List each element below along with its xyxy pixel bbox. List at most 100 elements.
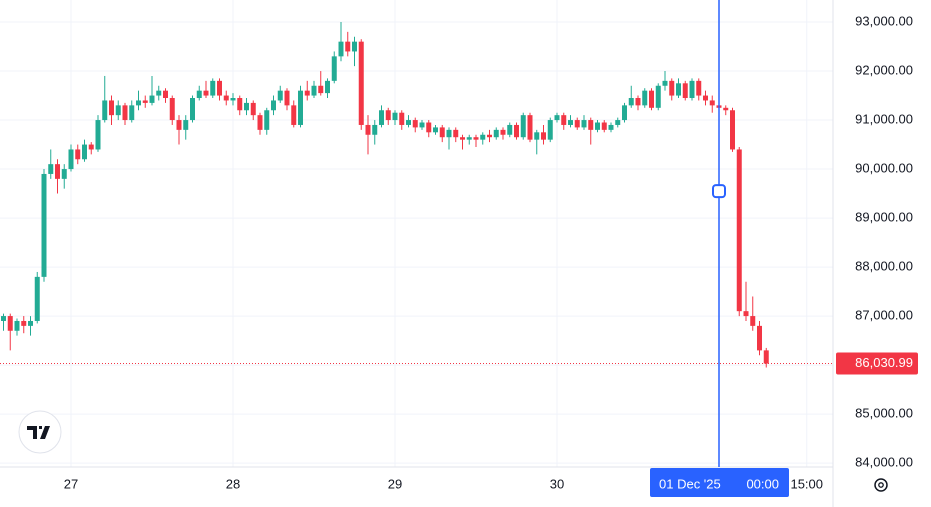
candle-body <box>331 56 337 81</box>
candle-body <box>588 120 594 130</box>
last-price-label: 86,030.99 <box>855 355 913 370</box>
candle-body <box>736 149 742 312</box>
logo-mark <box>27 426 50 439</box>
settings-button[interactable] <box>874 478 888 492</box>
candle-body <box>419 122 425 128</box>
candle-body <box>244 102 249 111</box>
candle-body <box>264 110 270 130</box>
candle-body <box>163 90 168 99</box>
candle-body <box>345 41 351 52</box>
candle-body <box>480 134 486 140</box>
gear-center <box>878 482 884 488</box>
candle-body <box>21 320 27 326</box>
candle-body <box>291 105 297 125</box>
y-tick-label: 89,000.00 <box>855 210 913 225</box>
candle-body <box>142 100 148 103</box>
last-price-box <box>836 352 918 375</box>
tv-logo[interactable] <box>18 410 62 454</box>
candle-body <box>743 311 749 317</box>
candle-body <box>622 105 627 121</box>
candle-body <box>318 85 324 94</box>
candle-body <box>68 149 74 170</box>
candle-body <box>385 110 391 121</box>
candle-body <box>547 120 553 140</box>
candle-body <box>372 124 378 135</box>
candle-body <box>271 100 276 111</box>
candle-body <box>466 137 472 140</box>
candle-body <box>649 90 654 108</box>
candle-body <box>210 80 216 96</box>
candle-body <box>41 173 47 277</box>
candle-body <box>507 124 513 135</box>
candle-body <box>669 80 675 96</box>
candle-body <box>169 98 175 121</box>
candle-body <box>446 129 452 138</box>
candle-body <box>709 100 715 106</box>
y-tick-label: 87,000.00 <box>855 308 913 323</box>
candle-body <box>574 120 580 128</box>
candle-body <box>257 115 263 130</box>
candle-body <box>176 120 182 130</box>
x-tick-label: 28 <box>226 476 240 491</box>
candle-body <box>365 124 371 135</box>
crosshair-x-box <box>650 468 789 497</box>
candles <box>1 22 769 368</box>
candle-body <box>561 115 567 125</box>
y-tick-label: 84,000.00 <box>855 455 913 470</box>
candle-body <box>655 85 661 108</box>
candle-body <box>392 112 398 121</box>
candle-body <box>88 144 94 150</box>
candle-body <box>514 124 519 138</box>
logo-circle <box>18 410 62 454</box>
candle-body <box>55 164 60 179</box>
candle-body <box>82 144 87 160</box>
crosshair-handle <box>712 184 726 199</box>
candle-body <box>406 120 411 125</box>
candle-body <box>439 127 445 138</box>
candle-body <box>399 112 405 125</box>
candle-body <box>723 107 729 111</box>
candle-body <box>696 80 702 96</box>
candle-body <box>203 90 209 96</box>
candle-body <box>379 110 384 125</box>
candle-body <box>520 115 526 138</box>
y-tick-label: 91,000.00 <box>855 111 913 126</box>
candle-body <box>642 90 648 106</box>
candle-body <box>608 124 614 130</box>
candle-body <box>122 105 128 121</box>
candle-body <box>284 90 290 106</box>
candle-body <box>662 80 668 86</box>
y-tick-label: 90,000.00 <box>855 160 913 175</box>
candle-body <box>763 350 769 364</box>
candle-body <box>298 90 303 125</box>
y-tick-label: 88,000.00 <box>855 259 913 274</box>
candle-body <box>75 149 81 160</box>
candle-body <box>676 83 681 96</box>
candle-body <box>682 83 688 99</box>
gear <box>874 478 888 492</box>
candle-body <box>581 120 587 128</box>
candle-body <box>325 80 330 94</box>
x-tick-label: 30 <box>550 476 564 491</box>
candle-body <box>237 98 243 111</box>
candle-body <box>730 110 735 150</box>
candle-body <box>453 129 459 138</box>
candle-body <box>541 132 546 140</box>
candle-body <box>230 98 236 101</box>
candle-body <box>48 164 54 174</box>
candle-body <box>156 90 162 96</box>
candle-body <box>129 105 135 121</box>
x-tick-label: 27 <box>64 476 78 491</box>
candle-body <box>217 80 222 96</box>
candle-body <box>433 127 438 133</box>
candle-body <box>527 115 533 140</box>
candle-body <box>689 80 695 99</box>
candle-body <box>102 100 108 121</box>
candle-body <box>190 98 195 121</box>
candle-body <box>595 122 600 130</box>
candle-body <box>358 41 364 125</box>
candle-body <box>250 102 256 116</box>
